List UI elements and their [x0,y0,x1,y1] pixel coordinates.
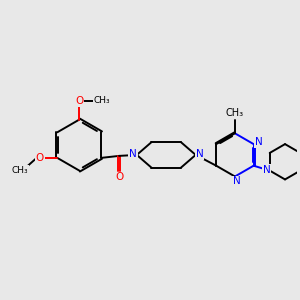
Text: N: N [233,176,241,186]
Text: O: O [35,153,44,163]
Text: N: N [255,137,262,147]
Text: O: O [115,172,123,182]
Text: N: N [129,149,137,159]
Text: CH₃: CH₃ [226,108,244,118]
Text: CH₃: CH₃ [12,166,28,175]
Text: CH₃: CH₃ [94,96,110,105]
Text: O: O [75,96,83,106]
Text: N: N [196,149,203,159]
Text: N: N [263,165,271,175]
